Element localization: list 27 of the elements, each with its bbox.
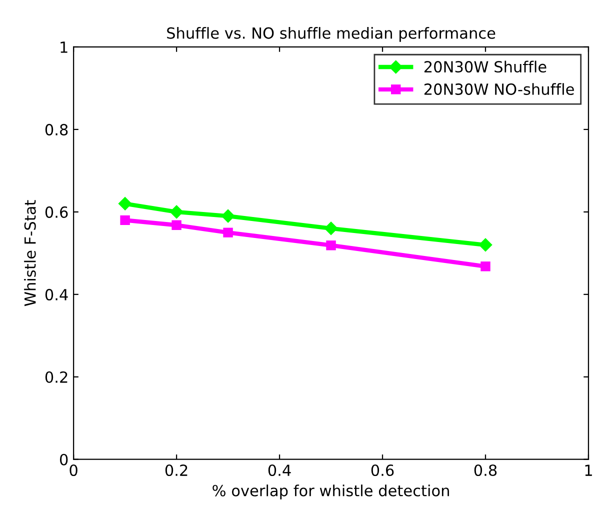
- point: [324, 222, 338, 236]
- point: [120, 215, 130, 226]
- x-tick-label: 0.4: [268, 464, 291, 476]
- chart-title: Shuffle vs. NO shuffle median performance: [167, 27, 496, 42]
- point: [172, 220, 182, 230]
- x-tick-label: 0.6: [371, 464, 394, 476]
- point: [223, 228, 233, 238]
- legend-label: 20N30W Shuffle: [424, 60, 546, 73]
- y-axis-title: Whistle F-Stat: [24, 200, 36, 306]
- x-axis-title: % overlap for whistle detection: [212, 484, 449, 500]
- y-tick-label: 0.2: [45, 371, 68, 383]
- point: [221, 209, 235, 223]
- x-tick-label: 1: [585, 464, 592, 476]
- x-tick-label: 0.2: [165, 464, 188, 476]
- y-tick-label: 0.6: [45, 206, 68, 218]
- y-tick-label: 0: [60, 454, 68, 466]
- y-tick-label: 1: [60, 42, 68, 53]
- point: [478, 238, 492, 252]
- point: [118, 197, 132, 210]
- legend-label: 20N30W NO-shuffle: [424, 83, 574, 95]
- y-tick-label: 0.4: [45, 288, 68, 300]
- point: [170, 205, 184, 219]
- point: [480, 262, 490, 272]
- x-tick-label: 0.8: [474, 464, 497, 476]
- y-tick-label: 0.8: [45, 124, 68, 136]
- x-tick-label: 0: [70, 464, 78, 476]
- point: [326, 240, 336, 250]
